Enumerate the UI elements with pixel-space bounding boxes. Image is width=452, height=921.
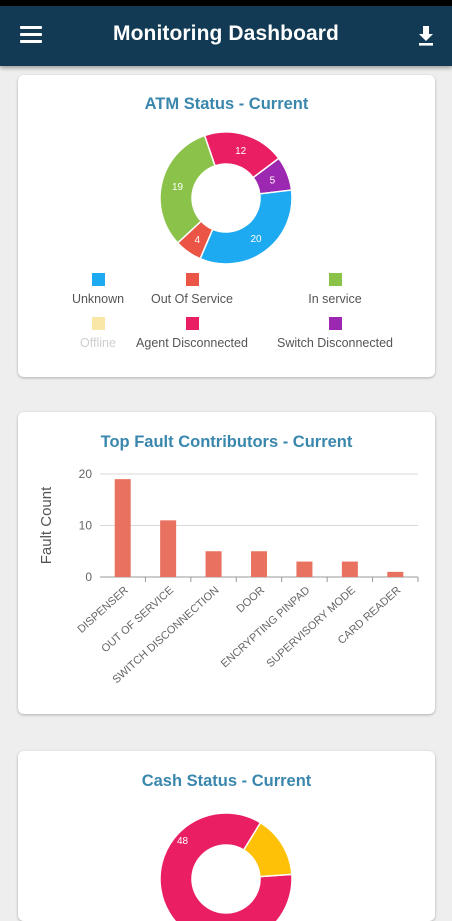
- legend-swatch: [185, 317, 199, 330]
- x-tick-label: ENCRYPTING PINPAD: [219, 584, 313, 670]
- top-faults-card: Top Fault Contributors - Current 0 10 20 Fa…: [18, 412, 435, 714]
- legend-item-agent-disconnected[interactable]: Agent Disconnected: [127, 317, 257, 350]
- cash-slice-label: 48: [177, 836, 189, 847]
- legend-label: Out Of Service: [151, 292, 233, 306]
- page-title: Monitoring Dashboard: [113, 22, 339, 45]
- atm-status-title: ATM Status - Current: [144, 95, 309, 113]
- slice-label-unknown: 20: [250, 234, 262, 245]
- legend-label: Switch Disconnected: [276, 336, 394, 350]
- bar-switch-disconnection[interactable]: [205, 551, 222, 577]
- slice-label-agent-disconnected: 12: [235, 146, 247, 157]
- slice-label-in-service: 19: [172, 182, 184, 193]
- menu-icon[interactable]: [20, 26, 42, 44]
- legend-swatch: [328, 273, 342, 286]
- status-bar: [0, 0, 452, 6]
- y-tick-label: 10: [79, 519, 93, 533]
- slice-label-out-of-service: 4: [194, 235, 200, 246]
- bar-out-of-service[interactable]: [160, 520, 177, 577]
- cash-status-title: Cash Status - Current: [141, 772, 312, 790]
- bar-door[interactable]: [251, 551, 267, 577]
- legend-item-offline[interactable]: Offline: [33, 317, 163, 350]
- bar-supervisory-mode[interactable]: [341, 561, 358, 577]
- atm-status-donut-chart: 12 5 20 4 19: [159, 131, 293, 265]
- download-icon[interactable]: [416, 24, 436, 48]
- y-axis-label: Fault Count: [38, 486, 55, 564]
- bar-dispenser[interactable]: [114, 479, 131, 577]
- y-tick-label: 0: [85, 570, 92, 584]
- legend-item-in-service[interactable]: In service: [270, 273, 400, 306]
- top-faults-title: Top Fault Contributors - Current: [100, 433, 353, 451]
- app-bar: Monitoring Dashboard: [0, 6, 452, 66]
- slice-unknown[interactable]: [199, 189, 293, 265]
- cash-status-donut-chart: 48: [159, 812, 293, 921]
- legend-label: Offline: [80, 336, 116, 350]
- legend-swatch: [91, 273, 105, 286]
- slice-label-switch-disconnected: 5: [270, 175, 276, 186]
- y-tick-label: 20: [79, 467, 93, 481]
- bar-card-reader[interactable]: [387, 571, 404, 577]
- x-tick-label: DOOR: [234, 584, 267, 615]
- legend-label: Unknown: [71, 292, 125, 306]
- legend-item-switch-disconnected[interactable]: Switch Disconnected: [270, 317, 400, 350]
- cash-status-card: Cash Status - Current 48: [18, 751, 435, 921]
- legend-swatch: [328, 317, 342, 330]
- legend-label: Agent Disconnected: [136, 336, 248, 350]
- legend-label: In service: [308, 292, 362, 306]
- legend-swatch: [185, 273, 199, 286]
- legend-item-out-of-service[interactable]: Out Of Service: [127, 273, 257, 306]
- x-tick-label: SUPERVISORY MODE: [264, 584, 357, 670]
- atm-status-card: ATM Status - Current 12 5 20 4 19 Unknown Out…: [18, 75, 435, 377]
- cash-slice-2[interactable]: [242, 821, 293, 878]
- legend-item-unknown[interactable]: Unknown: [33, 273, 163, 306]
- slice-in-service[interactable]: [159, 134, 216, 244]
- legend-swatch: [91, 317, 105, 330]
- bar-encrypting-pinpad[interactable]: [296, 561, 313, 577]
